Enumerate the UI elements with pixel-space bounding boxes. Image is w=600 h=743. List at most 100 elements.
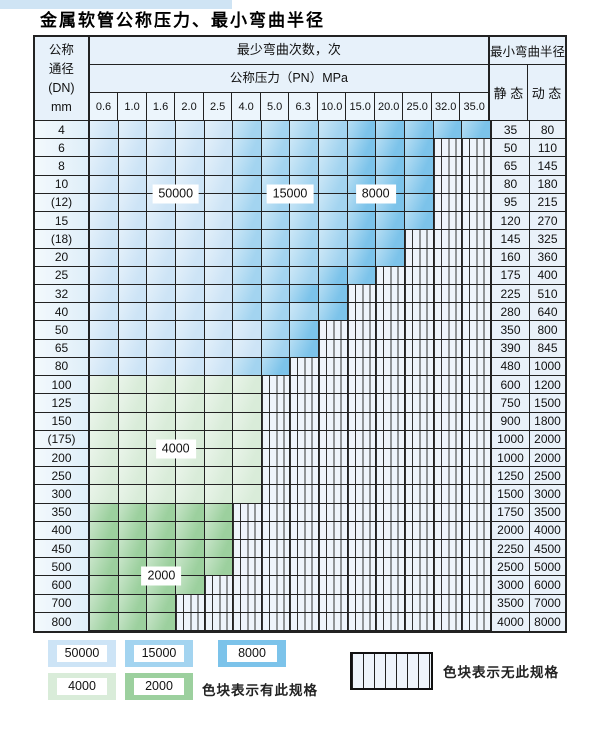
spec-cell: [118, 540, 148, 559]
static-value: 80: [490, 175, 529, 194]
table-row: (18) 145 325: [35, 230, 565, 249]
dynamic-value: 325: [529, 230, 565, 249]
no-spec-cell: [319, 357, 348, 377]
no-spec-cell: [462, 357, 490, 377]
spec-cell: [90, 303, 119, 322]
page-title: 金属软管公称压力、最小弯曲半径: [40, 11, 325, 31]
pressure-strip: [90, 248, 490, 267]
spec-cell: [147, 248, 176, 267]
pressure-col-header: 6.3: [289, 93, 318, 120]
no-spec-cell: [347, 467, 377, 486]
spec-cell: [204, 558, 234, 577]
no-spec-cell: [405, 412, 434, 431]
static-value: 225: [490, 284, 529, 304]
pressure-strip: [90, 540, 490, 559]
no-spec-cell: [433, 230, 463, 249]
no-spec-cell: [376, 303, 406, 322]
no-spec-cell: [405, 467, 434, 486]
no-spec-cell: [433, 139, 463, 158]
bend-cycles-header: 最少弯曲次数，次: [89, 37, 488, 65]
spec-cell: [204, 175, 234, 194]
spec-cell: [175, 576, 205, 595]
dynamic-value: 2000: [529, 430, 565, 449]
spec-cell: [233, 357, 262, 377]
dynamic-value: 5000: [529, 558, 565, 577]
spec-cell: [175, 412, 205, 431]
spec-cell: [90, 394, 119, 413]
pressure-strip: [90, 321, 490, 340]
spec-cell: [261, 284, 291, 304]
no-spec-cell: [290, 612, 320, 632]
no-spec-cell: [290, 448, 320, 468]
no-spec-cell: [462, 193, 490, 213]
pressure-col-header: 15.0: [346, 93, 375, 120]
spec-cell: [90, 521, 119, 541]
no-spec-cell: [233, 558, 262, 577]
no-spec-cell: [405, 230, 434, 249]
no-spec-cell: [376, 430, 406, 449]
no-spec-cell: [433, 266, 463, 285]
pressure-strip: [90, 394, 490, 413]
static-column-header: 静 态: [489, 65, 528, 120]
no-spec-cell: [319, 448, 348, 468]
spec-cell: [261, 266, 291, 285]
spec-cell: [261, 248, 291, 267]
no-spec-cell: [347, 612, 377, 632]
legend-swatch-4000: 4000: [48, 673, 116, 700]
dn-cell: 80: [35, 357, 90, 377]
no-spec-cell: [433, 558, 463, 577]
spec-cell: [290, 139, 320, 158]
dn-cell: 65: [35, 339, 90, 358]
no-spec-cell: [405, 485, 434, 504]
bend-cycles-header-group: 最少弯曲次数，次 公称压力（PN）MPa 0.6 1.0 1.6 2.0 2.5 4.0 5…: [89, 37, 488, 120]
top-strip: [0, 0, 232, 9]
no-spec-cell: [462, 576, 490, 595]
spec-cell: [204, 121, 234, 140]
no-spec-cell: [405, 430, 434, 449]
spec-cell: [347, 248, 377, 267]
no-spec-cell: [462, 412, 490, 431]
spec-cell: [204, 394, 234, 413]
no-spec-cell: [347, 540, 377, 559]
static-value: 280: [490, 303, 529, 322]
pressure-strip: [90, 284, 490, 304]
static-value: 65: [490, 157, 529, 176]
static-value: 1250: [490, 467, 529, 486]
pressure-strip: [90, 503, 490, 522]
dn-cell: 150: [35, 412, 90, 431]
dynamic-value: 1800: [529, 412, 565, 431]
spec-cell: [233, 284, 262, 304]
spec-cell: [175, 212, 205, 231]
dn-cell: 250: [35, 467, 90, 486]
no-spec-cell: [376, 612, 406, 632]
pressure-strip: [90, 412, 490, 431]
static-value: 480: [490, 357, 529, 377]
no-spec-cell: [433, 467, 463, 486]
no-spec-cell: [405, 558, 434, 577]
spec-cell: [147, 339, 176, 358]
legend-has-spec-text: 色块表示有此规格: [202, 683, 318, 698]
no-spec-cell: [290, 376, 320, 395]
no-spec-cell: [405, 521, 434, 541]
no-spec-cell: [405, 376, 434, 395]
spec-cell: [290, 157, 320, 176]
table-row: 150 900 1800: [35, 412, 565, 431]
spec-cell: [233, 193, 262, 213]
no-spec-cell: [433, 594, 463, 613]
no-spec-cell: [290, 394, 320, 413]
spec-cell: [147, 521, 176, 541]
no-spec-cell: [462, 394, 490, 413]
no-spec-cell: [347, 394, 377, 413]
hose-spec-table: 公称 通径 (DN) mm 最少弯曲次数，次 公称压力（PN）MPa 0.6 1.…: [33, 35, 567, 633]
no-spec-cell: [376, 376, 406, 395]
spec-cell: [204, 485, 234, 504]
spec-cell: [118, 212, 148, 231]
spec-cell: [147, 157, 176, 176]
static-value: 2000: [490, 521, 529, 541]
spec-cell: [118, 376, 148, 395]
static-value: 3000: [490, 576, 529, 595]
spec-cell: [233, 394, 262, 413]
no-spec-cell: [347, 430, 377, 449]
spec-cell: [233, 121, 262, 140]
